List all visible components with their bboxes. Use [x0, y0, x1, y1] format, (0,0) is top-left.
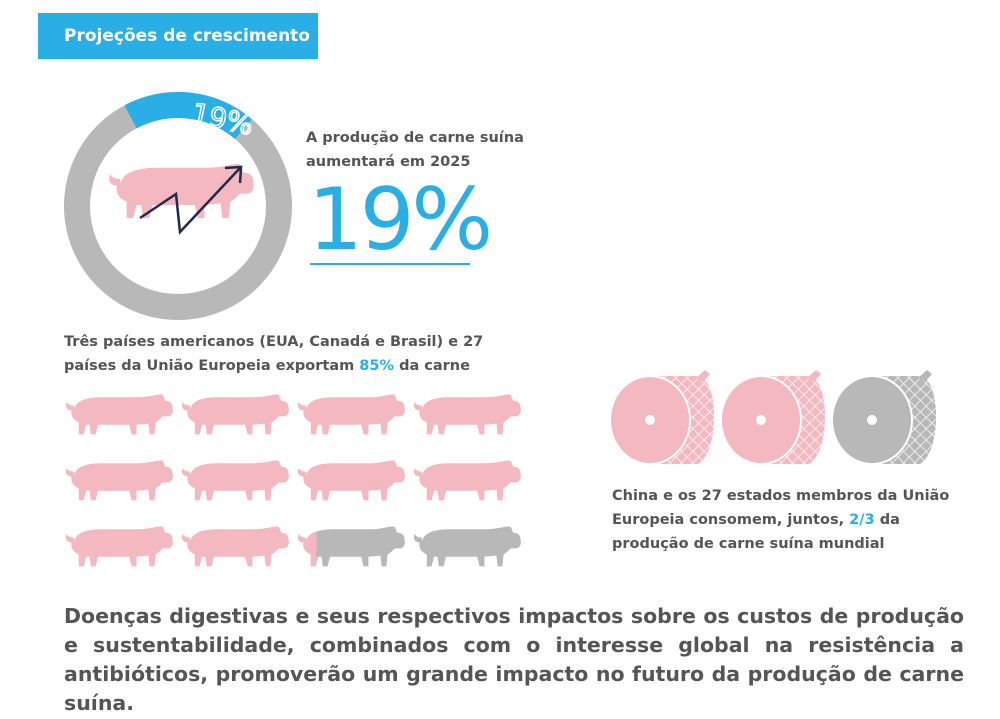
ham-icon: [609, 370, 714, 465]
growth-description: A produção de carne suína aumentará em 2…: [306, 130, 524, 170]
pig-icon: [413, 394, 521, 435]
consumption-highlight: 2/3: [849, 512, 875, 528]
pig-icon: [109, 164, 254, 218]
export-text-end: da carne: [399, 358, 470, 374]
pig-icon: [297, 394, 405, 435]
ham-icon-row: [609, 370, 936, 465]
growth-underline: [310, 263, 470, 265]
pig-icon: [413, 460, 521, 501]
section-title-badge: Projeções de crescimento: [38, 13, 318, 59]
export-highlight: 85%: [359, 358, 394, 374]
donut-highlight-arc: [63, 92, 292, 321]
pig-icon-grid: [65, 394, 521, 567]
conclusion-paragraph: Doenças digestivas e seus respectivos im…: [64, 604, 964, 715]
pig-icon: [297, 526, 405, 567]
pig-icon: [181, 526, 289, 567]
consumption-description: China e os 27 estados membros da União E…: [612, 484, 952, 556]
growth-percentage: 19%: [308, 170, 493, 270]
ham-icon: [720, 370, 825, 465]
ham-icon: [831, 370, 936, 465]
pig-icon: [181, 460, 289, 501]
pig-icon: [181, 394, 289, 435]
trend-arrow-icon: [139, 165, 243, 235]
consumption-text-start: China e os 27 estados membros da União E…: [612, 488, 950, 528]
pig-icon: [65, 526, 173, 567]
pig-icon: [297, 460, 405, 501]
pig-icon: [65, 460, 173, 501]
consumption-text-end: da produção de carne suína mundial: [612, 512, 900, 552]
export-description: Três países americanos (EUA, Canadá e Br…: [64, 330, 484, 378]
growth-donut-chart: 19%: [63, 92, 292, 321]
pig-icon: [65, 394, 173, 435]
donut-ring-label: 19%: [189, 97, 257, 142]
pig-icon: [413, 526, 521, 567]
export-text-start: Três países americanos (EUA, Canadá e Br…: [64, 334, 484, 374]
section-title: Projeções de crescimento: [64, 26, 310, 46]
